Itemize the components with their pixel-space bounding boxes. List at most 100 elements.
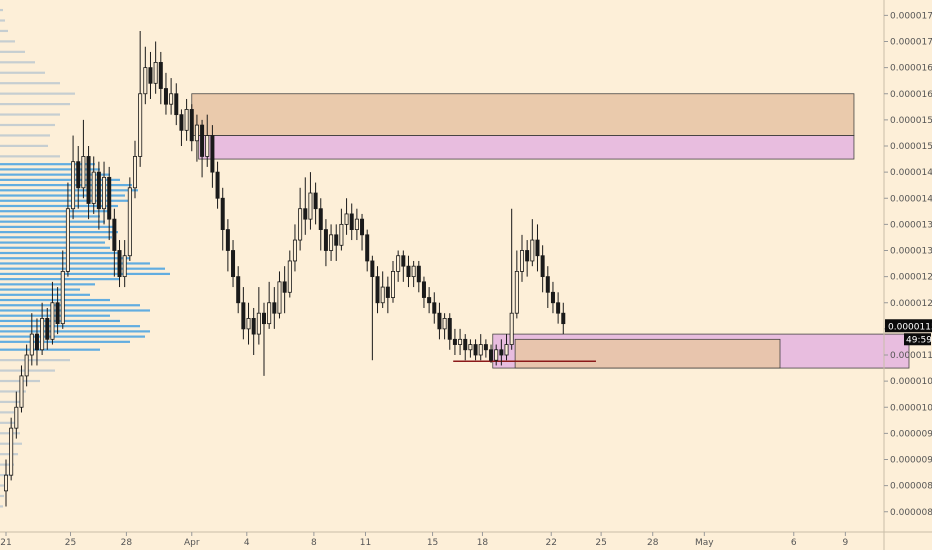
candle-body xyxy=(86,156,91,204)
volume-profile-row xyxy=(0,123,55,127)
volume-profile-row xyxy=(0,178,120,181)
candle-body xyxy=(545,276,550,293)
candle-body xyxy=(91,171,96,204)
candle-body xyxy=(71,161,76,210)
candle-body xyxy=(334,234,339,246)
candle-body xyxy=(360,218,365,236)
volume-profile-row xyxy=(0,330,150,333)
volume-profile-row xyxy=(0,29,8,33)
candle-body xyxy=(107,176,112,220)
candle-body xyxy=(148,67,153,84)
volume-profile-row xyxy=(0,168,100,171)
volume-profile-row xyxy=(0,390,26,393)
volume-profile-row xyxy=(0,319,120,323)
candle-body xyxy=(179,114,184,131)
x-tick-label: 28 xyxy=(121,538,133,548)
candle-body xyxy=(122,255,127,278)
candle-body xyxy=(96,171,101,210)
supply-zone-brown xyxy=(191,93,855,136)
y-tick-label: 0.00001550 xyxy=(890,116,932,126)
candle-body xyxy=(390,270,395,298)
candle-body xyxy=(231,250,236,278)
y-tick-label: 0.00001700 xyxy=(890,38,932,48)
candle-body xyxy=(256,312,261,335)
y-tick-label: 0.00001300 xyxy=(890,247,932,257)
y-tick-label: 0.00000850 xyxy=(890,482,932,492)
candle-body xyxy=(483,344,488,351)
candle-body xyxy=(468,344,473,351)
volume-profile-row xyxy=(0,505,3,508)
volume-profile-row xyxy=(0,173,110,176)
volume-profile-row xyxy=(0,262,150,265)
candle-body xyxy=(272,302,277,314)
candle-body xyxy=(102,176,107,210)
x-tick-label: 18 xyxy=(477,538,489,548)
x-tick-label: 21 xyxy=(0,538,11,548)
volume-profile-row xyxy=(0,194,125,197)
y-tick-label: 0.00001000 xyxy=(890,403,932,413)
candle-body xyxy=(132,156,137,189)
x-tick-label: 28 xyxy=(647,538,659,548)
volume-profile-row xyxy=(0,71,45,74)
volume-profile-row xyxy=(0,113,60,116)
volume-profile-row xyxy=(0,155,60,158)
volume-profile-row xyxy=(0,484,6,487)
y-tick-label: 0.00000900 xyxy=(890,456,932,466)
volume-profile-row xyxy=(0,189,138,192)
volume-profile-row xyxy=(0,411,14,414)
y-tick-label: 0.00000950 xyxy=(890,429,932,439)
volume-profile-row xyxy=(0,61,35,64)
candle-body xyxy=(411,265,416,278)
candle-body xyxy=(287,260,292,293)
volume-profile-row xyxy=(0,241,105,244)
volume-profile-row xyxy=(0,494,4,498)
candle-body xyxy=(504,344,509,356)
candle-body xyxy=(442,318,447,330)
y-tick-label: 0.00001500 xyxy=(890,142,932,152)
candle-body xyxy=(463,338,468,351)
volume-profile-row xyxy=(0,40,15,43)
volume-profile-row xyxy=(0,92,75,95)
candle-body xyxy=(365,234,370,262)
candle-body xyxy=(437,312,442,330)
volume-profile-row xyxy=(0,231,118,234)
candle-body xyxy=(478,344,483,356)
candle-body xyxy=(215,171,220,199)
candle-body xyxy=(406,265,411,278)
volume-profile-row xyxy=(0,246,110,249)
volume-profile-row xyxy=(0,293,90,296)
volume-profile-row xyxy=(0,359,70,362)
x-tick-label: 9 xyxy=(842,538,848,548)
candle-body xyxy=(153,62,158,84)
current-price-badge xyxy=(885,319,932,333)
candle-body xyxy=(112,218,117,251)
candle-body xyxy=(540,255,545,278)
candle-body xyxy=(4,474,9,492)
volume-profile-row xyxy=(0,204,118,208)
volume-profile-row xyxy=(0,304,140,307)
x-tick-label: Apr xyxy=(184,538,200,548)
volume-profile-row xyxy=(0,421,16,424)
candle-body xyxy=(329,234,334,251)
volume-profile-row xyxy=(0,278,120,281)
candle-body xyxy=(55,302,60,325)
candle-body xyxy=(530,239,535,262)
candle-body xyxy=(354,218,359,230)
volume-profile-row xyxy=(0,251,120,255)
candle-body xyxy=(60,270,65,325)
candle-body xyxy=(282,281,287,293)
candle-body xyxy=(50,302,55,340)
candle-body xyxy=(308,192,313,220)
candle-body xyxy=(163,88,168,105)
volume-profile-row xyxy=(0,236,112,239)
volume-profile-row xyxy=(0,335,145,338)
volume-profile-row xyxy=(0,82,60,85)
current-price-label: 0.00001155 xyxy=(888,322,932,332)
y-tick-label: 0.00001600 xyxy=(890,90,932,100)
candle-body xyxy=(499,349,504,356)
candle-body xyxy=(421,281,426,298)
candle-body xyxy=(24,354,29,377)
volume-profile-row xyxy=(0,199,130,202)
